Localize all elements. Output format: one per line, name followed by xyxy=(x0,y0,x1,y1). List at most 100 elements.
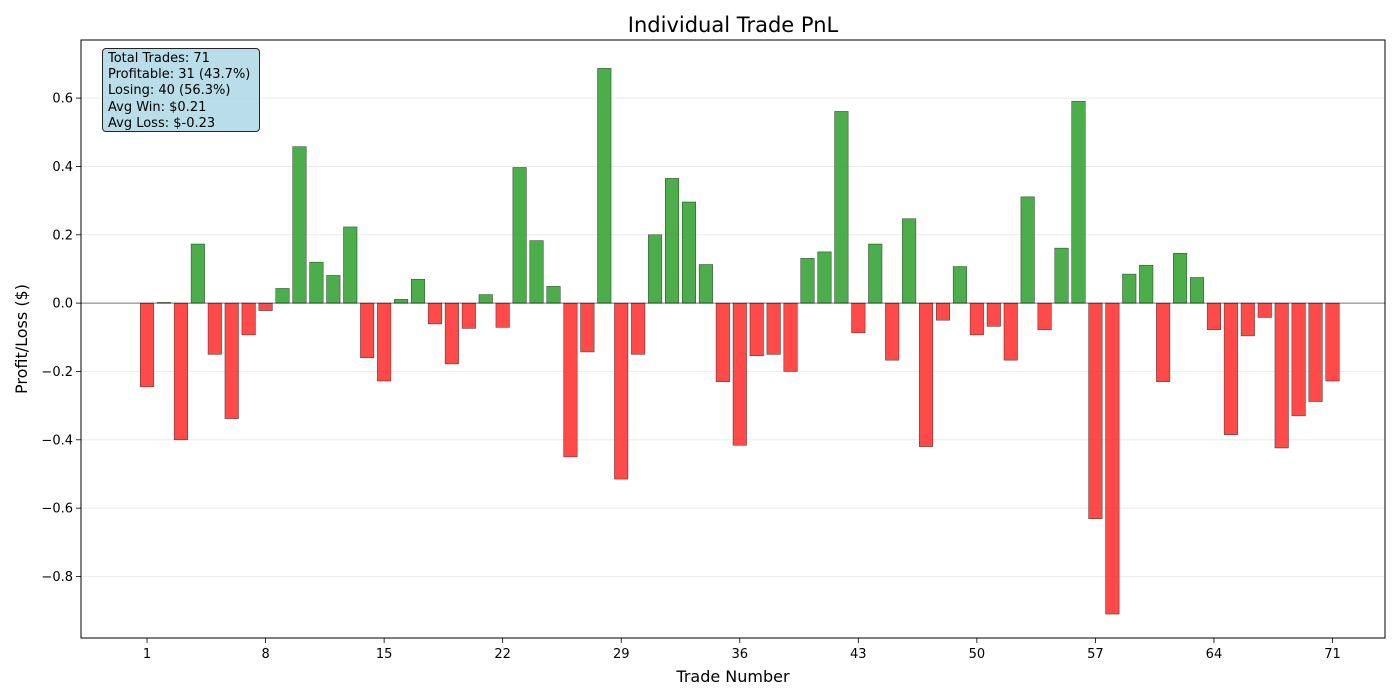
profit-bar xyxy=(952,266,967,304)
profit-bar xyxy=(1173,252,1188,304)
stats-total-trades: Total Trades: 71 xyxy=(108,51,210,66)
profit-bar xyxy=(529,240,544,304)
x-tick-label: 15 xyxy=(376,647,393,662)
y-tick-label: −0.6 xyxy=(41,502,73,517)
profit-bar xyxy=(817,251,832,304)
chart-title: Individual Trade PnL xyxy=(628,13,839,37)
profit-bar xyxy=(834,111,849,304)
loss-bar xyxy=(444,302,459,365)
profit-bar xyxy=(1020,196,1035,304)
x-tick-label: 64 xyxy=(1206,647,1223,662)
stats-text: Total Trades: 71 Profitable: 31 (43.7%) … xyxy=(108,51,250,132)
loss-bar xyxy=(1206,302,1221,331)
profit-bar xyxy=(512,167,527,304)
profit-bar xyxy=(410,278,426,304)
loss-bar xyxy=(1325,302,1340,382)
stats-profitable: Profitable: 31 (43.7%) xyxy=(108,67,251,83)
y-tick-label: 0.4 xyxy=(52,160,73,175)
profit-bar xyxy=(326,275,341,304)
loss-bar xyxy=(1291,302,1306,417)
profit-bar xyxy=(698,264,713,304)
loss-bar xyxy=(1088,302,1103,519)
profit-bar xyxy=(868,243,883,304)
loss-bar xyxy=(1003,302,1018,361)
plot-frame xyxy=(80,39,1386,639)
x-tick-label: 36 xyxy=(732,647,749,662)
loss-bar xyxy=(885,302,900,361)
loss-bar xyxy=(969,302,984,336)
y-tick-label: 0.0 xyxy=(52,297,73,312)
x-axis: 1 8 15 22 29 36 43 50 57 64 71 xyxy=(143,638,1341,662)
loss-bar xyxy=(1257,302,1272,318)
y-tick-label: −0.4 xyxy=(41,433,73,448)
bars xyxy=(140,68,1340,615)
x-tick-label: 71 xyxy=(1324,647,1341,662)
loss-bar xyxy=(207,302,222,355)
x-tick-label: 1 xyxy=(143,647,151,662)
profit-bar xyxy=(1189,277,1205,304)
x-tick-label: 43 xyxy=(850,647,867,662)
profit-bar xyxy=(1071,100,1086,304)
loss-bar xyxy=(495,302,510,328)
loss-bar xyxy=(1105,302,1120,615)
profit-bar xyxy=(190,243,205,304)
y-tick-label: 0.2 xyxy=(52,228,73,243)
loss-bar xyxy=(715,302,730,382)
profit-bar xyxy=(343,226,358,304)
loss-bar xyxy=(1240,302,1255,337)
profit-bar xyxy=(546,286,561,304)
loss-bar xyxy=(919,302,934,447)
profit-bar xyxy=(665,178,680,304)
loss-bar xyxy=(241,302,256,336)
x-tick-label: 29 xyxy=(613,647,630,662)
y-axis-label: Profit/Loss ($) xyxy=(12,284,31,394)
loss-bar xyxy=(749,302,764,356)
stats-avg-win: Avg Win: $0.21 xyxy=(108,99,207,115)
profit-bar xyxy=(597,68,612,304)
x-tick-label: 8 xyxy=(261,647,269,662)
loss-bar xyxy=(1274,302,1289,449)
stats-losing: Losing: 40 (56.3%) xyxy=(108,83,231,99)
loss-bar xyxy=(377,302,392,382)
loss-bar xyxy=(732,302,747,446)
loss-bar xyxy=(631,302,646,355)
loss-bar xyxy=(783,302,798,372)
profit-bar xyxy=(902,218,917,304)
loss-bar xyxy=(1308,302,1323,402)
loss-bar xyxy=(224,302,239,419)
x-axis-label: Trade Number xyxy=(675,667,790,686)
y-axis: −0.8 −0.6 −0.4 −0.2 0.0 0.2 0.4 0.6 xyxy=(41,92,81,585)
x-tick-label: 22 xyxy=(494,647,511,662)
profit-bar xyxy=(681,201,696,304)
profit-bar xyxy=(275,288,290,304)
loss-bar xyxy=(614,302,629,480)
profit-bar xyxy=(648,234,663,304)
loss-bar xyxy=(766,302,781,355)
loss-bar xyxy=(580,302,595,353)
loss-bar xyxy=(563,302,578,458)
loss-bar xyxy=(1037,302,1052,331)
loss-bar xyxy=(258,302,273,311)
loss-bar xyxy=(851,302,866,334)
stats-box xyxy=(102,48,260,132)
y-tick-label: 0.6 xyxy=(52,92,73,107)
profit-bar xyxy=(309,261,324,304)
stats-avg-loss: Avg Loss: $-0.23 xyxy=(108,115,216,131)
profit-bar xyxy=(394,299,409,304)
profit-bar xyxy=(1122,273,1137,304)
y-tick-label: −0.8 xyxy=(41,570,73,585)
loss-bar xyxy=(360,302,375,359)
profit-bar xyxy=(1139,264,1154,304)
loss-bar xyxy=(461,302,476,329)
x-tick-label: 50 xyxy=(969,647,986,662)
y-tick-label: −0.2 xyxy=(41,365,73,380)
profit-bar xyxy=(1054,247,1069,304)
loss-bar xyxy=(173,302,188,441)
loss-bar xyxy=(1156,302,1171,382)
loss-bar xyxy=(986,302,1001,327)
profit-bar xyxy=(800,258,815,304)
loss-bar xyxy=(1223,302,1238,435)
profit-bar xyxy=(292,146,307,304)
loss-bar xyxy=(427,302,442,325)
